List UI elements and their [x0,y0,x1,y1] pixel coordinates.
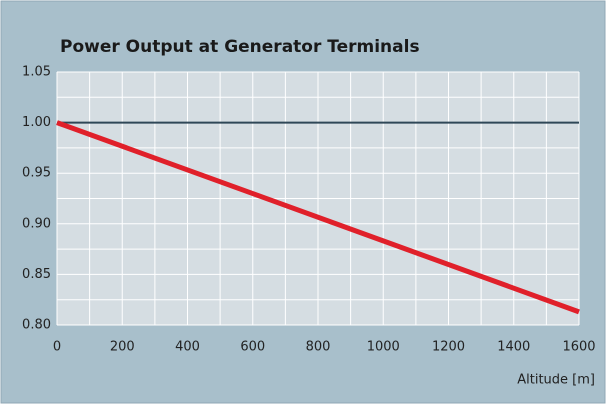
x-tick-label: 800 [306,340,331,355]
x-tick-label: 0 [53,340,61,355]
y-tick-label: 0.90 [22,216,51,231]
x-tick-label: 600 [240,340,265,355]
x-axis-label: Altitude [m] [517,373,595,388]
y-tick-label: 0.95 [22,166,51,181]
x-tick-label: 200 [110,340,135,355]
chart-title: Power Output at Generator Terminals [60,37,420,57]
y-tick-label: 1.05 [22,65,51,80]
x-tick-label: 1200 [432,340,465,355]
x-tick-label: 400 [175,340,200,355]
x-tick-label: 1400 [497,340,530,355]
y-tick-label: 0.85 [22,267,51,282]
y-tick-label: 1.00 [22,115,51,130]
y-tick-label: 0.80 [22,318,51,333]
x-tick-label: 1000 [367,340,400,355]
line-series [56,120,580,315]
x-tick-label: 1600 [562,340,595,355]
